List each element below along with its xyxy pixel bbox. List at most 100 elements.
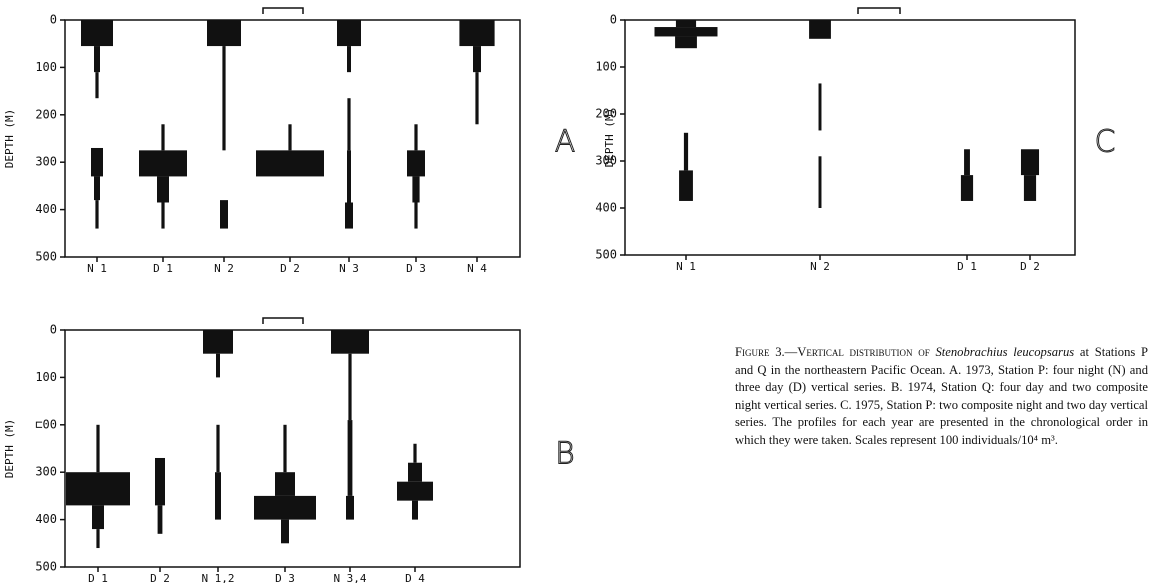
x-tick-label: D 1 (153, 262, 173, 275)
x-tick-label: D 2 (1020, 260, 1040, 273)
kite-segment (94, 176, 100, 201)
kite-segment (203, 330, 233, 354)
caption-species: Stenobrachius leucopsarus (935, 345, 1075, 359)
kite-segment (348, 353, 352, 421)
y-tick-label: 0 (610, 13, 617, 27)
kite-segment (346, 495, 354, 520)
y-tick-label: 0 (50, 323, 57, 337)
y-tick-label: 300 (595, 154, 617, 168)
kite-segment (347, 150, 351, 203)
kite-segment (414, 202, 418, 229)
kite-segment (413, 443, 417, 463)
kite-segment (347, 420, 353, 496)
kite-segment (679, 170, 693, 201)
kite-segment (397, 481, 433, 501)
y-tick-label: 100 (35, 60, 57, 74)
x-tick-label: D 1 (957, 260, 977, 273)
x-tick-label: D 3 (406, 262, 426, 275)
kite-segment (91, 147, 103, 177)
kite-segment (155, 457, 165, 506)
kite-segment (675, 20, 697, 28)
x-tick-label: D 1 (88, 572, 108, 583)
caption-lead: Figure 3.—Vertical distribution of (735, 345, 936, 359)
caption-text: at Stations P and Q in the northeastern … (735, 345, 1149, 447)
scale-bar (262, 7, 304, 14)
kite-segment (408, 462, 422, 482)
kite-segment (216, 353, 220, 378)
y-tick-label: 100 (595, 60, 617, 74)
kite-segment (81, 20, 113, 47)
kite-segment (683, 132, 689, 171)
kite-segment (412, 176, 420, 203)
kite-segment (473, 46, 481, 73)
x-tick-label: N 2 (214, 262, 234, 275)
x-tick-label: N 1,2 (201, 572, 234, 583)
kite-segment (157, 505, 163, 534)
x-tick-label: D 2 (280, 262, 300, 275)
y-tick-label: 0 (50, 13, 57, 27)
kite-segment (275, 472, 295, 496)
kite-segment (207, 20, 241, 47)
kite-segment (1020, 149, 1040, 176)
kite-segment (92, 505, 104, 530)
y-tick-label: 300 (35, 155, 57, 169)
kite-segment (254, 495, 316, 520)
y-tick-label: 100 (35, 370, 57, 384)
x-tick-label: D 3 (275, 572, 295, 583)
x-tick-label: N 3,4 (333, 572, 366, 583)
kite-segment (407, 150, 425, 177)
x-tick-label: N 1 (676, 260, 696, 273)
y-tick-label: 500 (35, 250, 57, 264)
y-axis-label: DEPTH (M) (3, 109, 16, 169)
kite-segment (94, 46, 100, 73)
kite-segment (161, 202, 165, 229)
kite-segment (216, 424, 220, 473)
y-tick-label: 200 (35, 107, 57, 121)
kite-segment (809, 20, 831, 39)
kite-segment (95, 72, 99, 99)
plot-frame (64, 329, 521, 568)
y-tick-label: 500 (595, 248, 617, 262)
kite-segment (96, 424, 100, 473)
kite-segment (157, 176, 169, 203)
plot-frame (64, 19, 521, 258)
panel-label: C (1095, 125, 1116, 160)
kite-segment (96, 529, 100, 549)
kite-segment (818, 83, 822, 131)
y-axis-label: DEPTH (M) (3, 419, 16, 479)
x-tick-label: D 4 (405, 572, 425, 583)
kite-segment (288, 124, 292, 151)
scale-bar (857, 7, 901, 14)
kite-segment (215, 472, 221, 520)
x-tick-label: N 4 (467, 262, 487, 275)
kite-segment (1023, 175, 1037, 201)
y-tick-label: 400 (35, 202, 57, 216)
kite-segment (412, 500, 418, 520)
y-tick-label: 300 (35, 465, 57, 479)
y-tick-label: 400 (35, 512, 57, 526)
kite-segment (337, 20, 361, 47)
kite-segment (331, 330, 369, 354)
x-tick-label: D 2 (150, 572, 170, 583)
y-tick-label: 500 (35, 560, 57, 574)
x-tick-label: N 1 (87, 262, 107, 275)
kite-segment (960, 175, 974, 201)
kite-segment (347, 98, 351, 151)
y-tick-label: ⊏00 (35, 417, 57, 431)
kite-segment (675, 36, 697, 49)
kite-segment (345, 202, 353, 229)
kite-segment (475, 72, 479, 125)
y-tick-label: 400 (595, 201, 617, 215)
kite-segment (459, 20, 495, 47)
kite-segment (818, 156, 822, 208)
kite-segment (654, 27, 718, 37)
y-axis-label: DEPTH (M) (603, 108, 616, 168)
panel-label: B (555, 437, 575, 472)
kite-segment (281, 519, 289, 544)
kite-segment (256, 150, 324, 177)
kite-segment (161, 124, 165, 151)
x-tick-label: N 3 (339, 262, 359, 275)
kite-segment (964, 149, 970, 176)
